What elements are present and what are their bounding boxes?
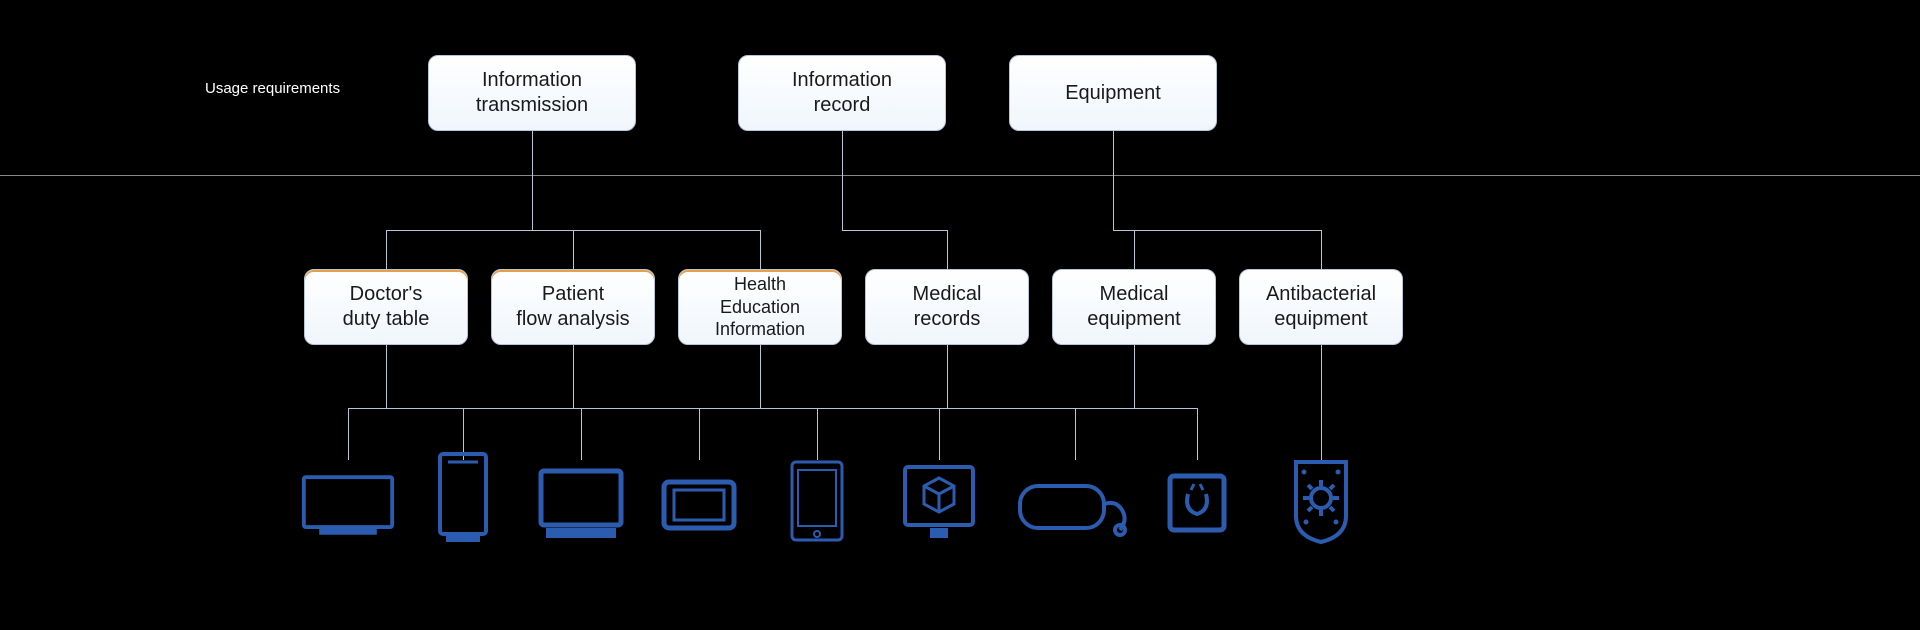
node-label: Informationrecord bbox=[792, 68, 892, 118]
connector bbox=[760, 230, 761, 269]
node-label: Informationtransmission bbox=[476, 68, 588, 118]
node-health-edu: HealthEducationInformation bbox=[678, 269, 842, 345]
node-label: Antibacterialequipment bbox=[1266, 282, 1376, 332]
connector bbox=[947, 345, 948, 408]
connector bbox=[386, 345, 387, 408]
connector bbox=[1113, 131, 1114, 230]
scan-cube-icon bbox=[900, 462, 978, 542]
connector bbox=[1321, 345, 1322, 460]
node-medical-records: Medicalrecords bbox=[865, 269, 1029, 345]
node-info-record: Informationrecord bbox=[738, 55, 946, 131]
connector bbox=[1197, 408, 1198, 460]
node-label: HealthEducationInformation bbox=[715, 273, 805, 341]
node-info-transmission: Informationtransmission bbox=[428, 55, 636, 131]
connector bbox=[1113, 230, 1321, 231]
scanner-wand-icon bbox=[1016, 476, 1134, 538]
node-equipment: Equipment bbox=[1009, 55, 1217, 131]
gear-shield-icon bbox=[1288, 456, 1354, 546]
connector bbox=[532, 131, 533, 230]
section-divider bbox=[0, 175, 1920, 176]
connector bbox=[939, 408, 1197, 409]
node-label: Medicalrecords bbox=[913, 282, 982, 332]
connector bbox=[699, 408, 700, 460]
connector bbox=[1075, 408, 1076, 460]
node-medical-equip: Medicalequipment bbox=[1052, 269, 1216, 345]
chip-module-icon bbox=[1164, 470, 1230, 536]
tablet-portrait-icon bbox=[788, 458, 846, 544]
connector bbox=[939, 408, 940, 460]
connector bbox=[1134, 230, 1135, 269]
desktop-monitor-icon bbox=[536, 466, 626, 542]
node-doctors-duty: Doctor'sduty table bbox=[304, 269, 468, 345]
connector bbox=[1321, 230, 1322, 269]
tablet-landscape-icon bbox=[660, 478, 738, 532]
connector bbox=[348, 408, 947, 409]
node-label: Medicalequipment bbox=[1087, 282, 1180, 332]
connector bbox=[1134, 345, 1135, 408]
widescreen-monitor-icon bbox=[300, 470, 396, 540]
connector bbox=[842, 230, 947, 231]
connector bbox=[573, 345, 574, 408]
node-antibacterial: Antibacterialequipment bbox=[1239, 269, 1403, 345]
connector bbox=[760, 345, 761, 408]
kiosk-display-icon bbox=[436, 450, 490, 546]
connector bbox=[947, 230, 948, 269]
connector bbox=[348, 408, 349, 460]
section-label: Usage requirements bbox=[205, 80, 340, 97]
node-label: Equipment bbox=[1065, 81, 1161, 106]
node-patient-flow: Patientflow analysis bbox=[491, 269, 655, 345]
node-label: Patientflow analysis bbox=[516, 282, 629, 332]
connector bbox=[817, 408, 818, 460]
node-label: Doctor'sduty table bbox=[343, 282, 430, 332]
connector bbox=[386, 230, 387, 269]
connector bbox=[573, 230, 574, 269]
connector bbox=[842, 131, 843, 230]
connector bbox=[581, 408, 582, 460]
